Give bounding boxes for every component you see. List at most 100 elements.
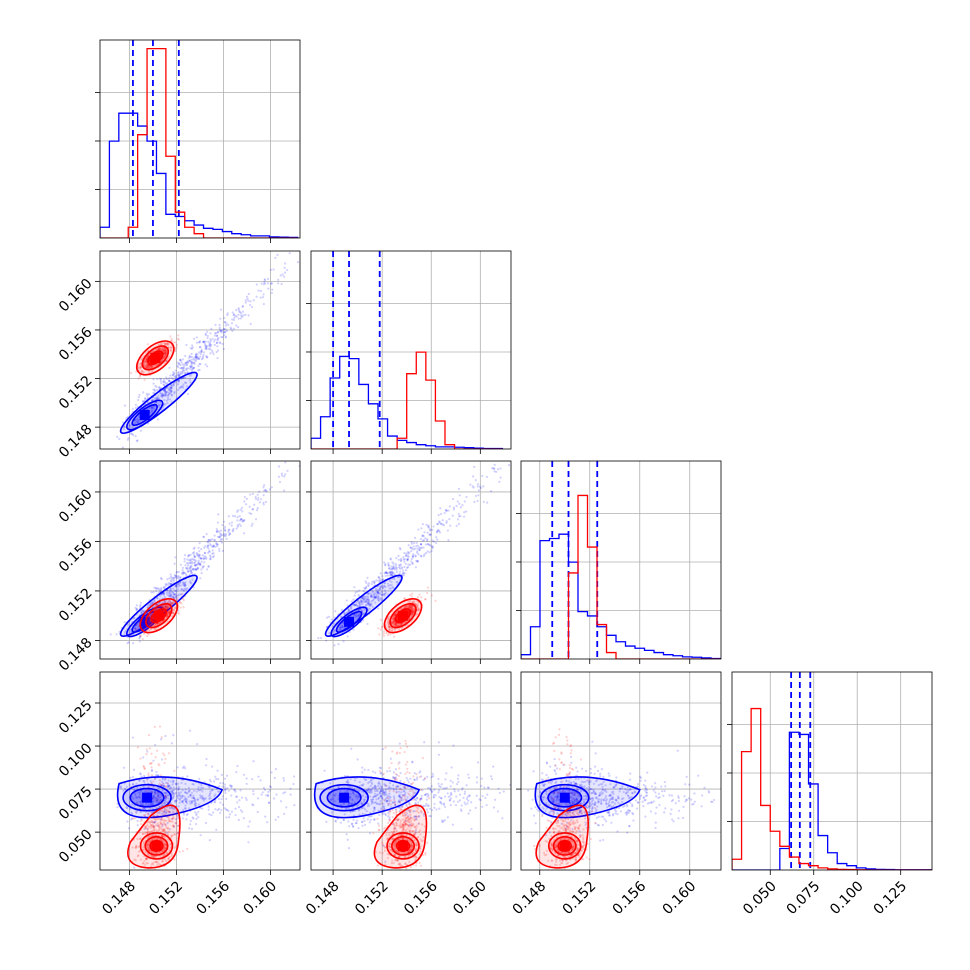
scatter-point <box>167 591 171 594</box>
scatter-point <box>189 580 192 583</box>
scatter-point <box>421 534 424 538</box>
scatter-point <box>262 283 265 286</box>
scatter-point <box>145 802 148 805</box>
scatter-point <box>356 590 359 593</box>
scatter-point <box>213 539 216 542</box>
scatter-point <box>211 351 214 354</box>
scatter-point <box>212 544 215 548</box>
scatter-point <box>128 783 131 786</box>
scatter-point <box>193 789 196 792</box>
scatter-point <box>377 591 380 595</box>
scatter-point <box>251 492 254 495</box>
scatter-point <box>166 343 169 347</box>
scatter-point <box>191 578 194 581</box>
scatter-point <box>290 245 292 247</box>
scatter-point <box>233 788 236 791</box>
scatter-point <box>127 624 130 627</box>
scatter-point <box>170 337 173 341</box>
scatter-point <box>166 782 170 785</box>
scatter-point <box>266 821 269 824</box>
scatter-point <box>166 831 169 834</box>
scatter-point <box>155 385 158 389</box>
scatter-point <box>262 494 265 497</box>
scatter-point <box>398 547 402 550</box>
scatter-point <box>190 352 193 356</box>
panel-frame <box>310 250 512 450</box>
scatter-point <box>400 567 403 570</box>
scatter-point <box>421 523 425 526</box>
scatter-point <box>174 792 177 795</box>
scatter-point <box>394 623 397 626</box>
scatter-point <box>370 583 373 586</box>
scatter-point <box>172 341 175 344</box>
scatter-point <box>403 565 406 569</box>
scatter-point <box>218 535 221 539</box>
scatter-point <box>200 557 203 560</box>
scatter-point <box>278 480 282 484</box>
scatter-point <box>157 394 160 397</box>
scatter-point <box>197 803 201 806</box>
scatter-point <box>147 633 150 636</box>
scatter-point <box>149 366 152 369</box>
scatter-point <box>429 529 432 532</box>
scatter-point <box>199 363 202 366</box>
scatter-point <box>131 736 134 739</box>
scatter-point <box>166 793 170 797</box>
scatter-point <box>164 795 167 798</box>
plot-area <box>521 461 721 659</box>
scatter-point <box>229 784 233 787</box>
scatter-point <box>263 281 266 284</box>
scatter-point <box>169 573 172 576</box>
scatter-point <box>171 611 174 614</box>
scatter-point <box>377 599 380 602</box>
scatter-point <box>445 521 448 524</box>
scatter-point <box>145 363 149 367</box>
scatter-point <box>130 630 133 634</box>
scatter-point <box>176 575 179 578</box>
scatter-point <box>181 789 184 792</box>
scatter-point <box>187 795 190 799</box>
scatter-point <box>191 799 194 803</box>
scatter-point <box>379 597 383 600</box>
scatter-point <box>163 390 166 393</box>
scatter-point <box>188 354 191 357</box>
scatter-point <box>418 549 421 552</box>
scatter-point <box>141 370 144 373</box>
scatter-point <box>178 581 181 584</box>
scatter-point <box>358 613 361 616</box>
scatter-point <box>152 794 155 797</box>
scatter-point <box>164 811 168 814</box>
scatter-point <box>394 623 398 626</box>
scatter-point <box>209 538 212 541</box>
scatter-point <box>403 597 406 600</box>
scatter-point <box>389 558 392 561</box>
scatter-point <box>174 585 177 588</box>
scatter-point <box>161 341 165 344</box>
scatter-point <box>473 465 476 468</box>
scatter-point <box>171 779 175 782</box>
plot-area <box>109 461 300 645</box>
scatter-point <box>237 307 240 310</box>
scatter-point <box>234 790 237 793</box>
scatter-point <box>159 577 163 580</box>
scatter-point <box>137 364 140 367</box>
scatter-point <box>276 253 279 257</box>
scatter-point <box>190 362 193 365</box>
scatter-point <box>177 380 180 383</box>
scatter-point <box>176 337 179 340</box>
scatter-point <box>128 424 131 427</box>
scatter-point <box>415 560 419 563</box>
scatter-point <box>189 365 192 369</box>
scatter-point <box>172 578 175 581</box>
scatter-point <box>138 393 141 396</box>
scatter-point <box>240 518 243 521</box>
scatter-point <box>166 382 169 385</box>
scatter-point <box>159 621 162 624</box>
scatter-point <box>385 570 388 574</box>
scatter-point <box>259 779 262 782</box>
scatter-point <box>155 586 158 589</box>
scatter-point <box>171 612 175 615</box>
scatter-point <box>168 377 171 380</box>
scatter-point <box>414 554 417 557</box>
